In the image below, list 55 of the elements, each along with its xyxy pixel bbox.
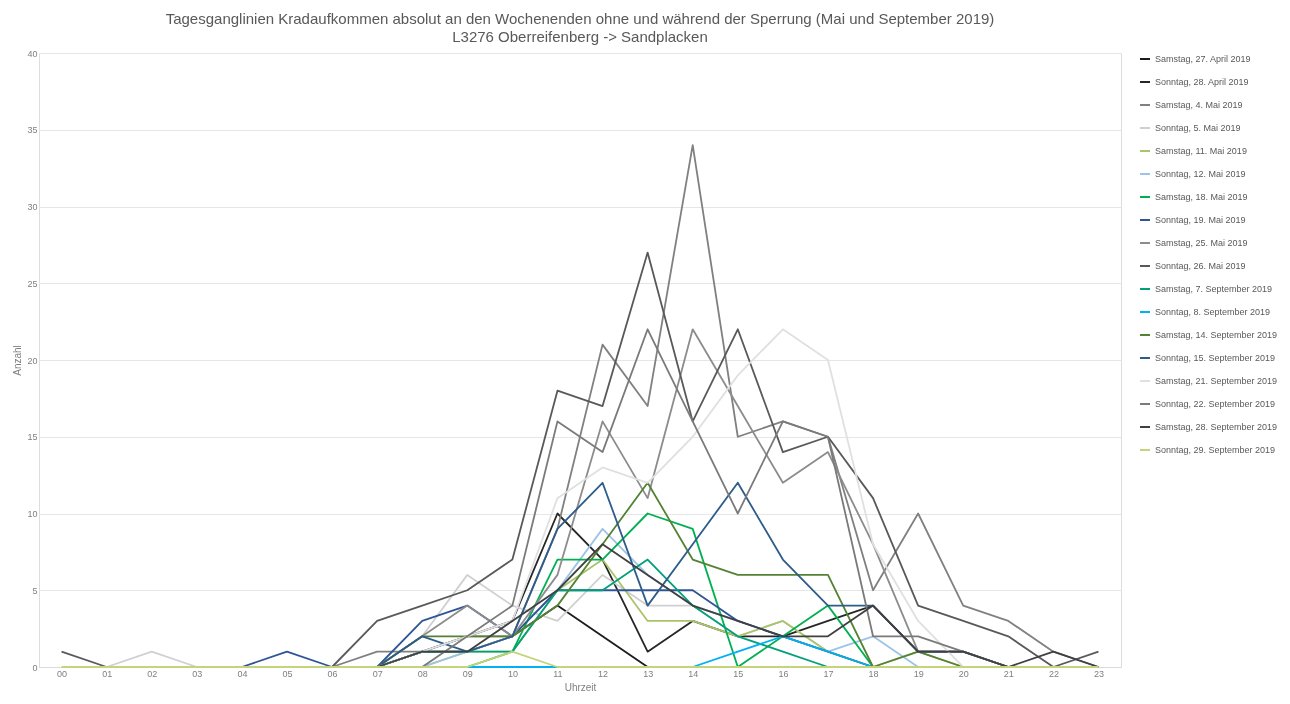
x-tick-label: 09: [462, 668, 473, 679]
x-tick-label: 20: [958, 668, 969, 679]
y-tick-label: 25: [27, 278, 38, 289]
legend-label: Samstag, 18. Mai 2019: [1155, 192, 1248, 202]
x-tick-label: 13: [643, 668, 654, 679]
legend-label: Sonntag, 8. September 2019: [1155, 307, 1271, 317]
x-tick-label: 22: [1048, 668, 1059, 679]
y-tick-label: 20: [27, 355, 38, 366]
legend-label: Sonntag, 5. Mai 2019: [1155, 123, 1241, 133]
x-tick-label: 03: [192, 668, 203, 679]
chart-title: Tagesganglinien Kradaufkommen absolut an den Wochenenden ohne und während der Sperrung (Mai und September 2019): [165, 10, 995, 27]
x-tick-label: 02: [147, 668, 158, 679]
y-tick-label: 15: [27, 432, 38, 443]
y-tick-label: 10: [27, 509, 38, 519]
x-tick-label: 11: [553, 668, 563, 679]
x-tick-label: 04: [237, 668, 248, 679]
x-tick-label: 08: [417, 668, 428, 679]
x-tick-label: 06: [327, 668, 338, 679]
legend-label: Samstag, 4. Mai 2019: [1155, 100, 1243, 110]
y-tick-label: 35: [27, 125, 38, 136]
x-tick-label: 21: [1003, 668, 1014, 679]
x-tick-label: 05: [282, 668, 293, 679]
x-tick-label: 19: [913, 668, 924, 679]
y-tick-label: 0: [32, 662, 38, 673]
x-tick-label: 12: [598, 668, 609, 679]
legend-label: Samstag, 11. Mai 2019: [1155, 146, 1247, 156]
chart-subtitle: L3276 Oberreifenberg -> Sandplacken: [452, 28, 708, 45]
x-tick-label: 00: [57, 668, 68, 679]
legend-label: Sonntag, 12. Mai 2019: [1155, 169, 1246, 179]
legend-label: Samstag, 21. September 2019: [1155, 376, 1278, 386]
x-tick-label: 07: [372, 668, 383, 679]
legend-label: Samstag, 28. September 2019: [1155, 422, 1278, 432]
x-tick-label: 23: [1093, 668, 1104, 679]
x-tick-label: 18: [868, 668, 879, 679]
x-tick-label: 14: [688, 668, 699, 679]
legend-label: Sonntag, 22. September 2019: [1155, 399, 1276, 409]
x-tick-label: 16: [778, 668, 789, 679]
y-axis-title: Anzahl: [12, 345, 24, 376]
legend-label: Samstag, 14. September 2019: [1155, 330, 1278, 340]
x-axis-title: Uhrzeit: [564, 681, 597, 693]
legend-label: Sonntag, 29. September 2019: [1155, 445, 1276, 455]
legend-label: Samstag, 25. Mai 2019: [1155, 238, 1248, 248]
legend-label: Samstag, 7. September 2019: [1155, 284, 1273, 294]
legend-label: Sonntag, 15. September 2019: [1155, 353, 1276, 363]
y-tick-label: 30: [27, 202, 38, 212]
legend-label: Sonntag, 26. Mai 2019: [1155, 261, 1246, 271]
x-tick-label: 15: [733, 668, 744, 679]
x-tick-label: 10: [507, 668, 518, 679]
legend-label: Sonntag, 28. April 2019: [1155, 77, 1249, 87]
x-tick-label: 01: [102, 668, 113, 679]
legend-label: Sonntag, 19. Mai 2019: [1155, 215, 1246, 225]
legend-label: Samstag, 27. April 2019: [1155, 54, 1251, 64]
y-tick-label: 40: [27, 48, 38, 59]
y-tick-label: 5: [32, 585, 38, 596]
x-tick-label: 17: [823, 668, 834, 679]
